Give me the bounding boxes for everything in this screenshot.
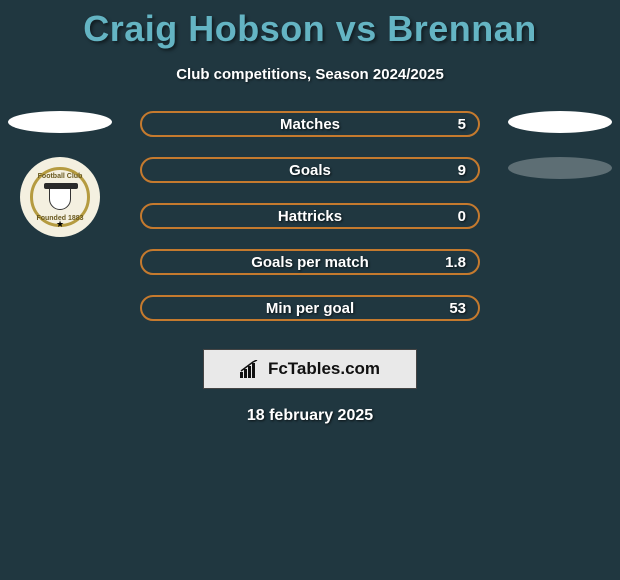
crest-top-text: Football Club (38, 173, 83, 180)
player-oval-right-1 (508, 111, 612, 133)
crest-ring: Football Club ★ Founded 1883 (30, 167, 90, 227)
stat-label: Goals (289, 162, 331, 179)
brand-text: FcTables.com (268, 359, 380, 379)
brand-badge: FcTables.com (203, 349, 417, 389)
stat-label: Hattricks (278, 208, 342, 225)
stat-value: 5 (458, 116, 466, 133)
right-column (500, 111, 620, 203)
stat-label: Matches (280, 116, 340, 133)
stat-bar: Goals per match 1.8 (140, 249, 480, 275)
stat-bar: Min per goal 53 (140, 295, 480, 321)
page-title: Craig Hobson vs Brennan (0, 0, 620, 50)
subtitle: Club competitions, Season 2024/2025 (0, 66, 620, 83)
club-crest-left: Football Club ★ Founded 1883 (20, 157, 100, 237)
stat-bar: Hattricks 0 (140, 203, 480, 229)
stat-label: Goals per match (251, 254, 369, 271)
content-row: Football Club ★ Founded 1883 Matches 5 G… (0, 111, 620, 321)
crest-shield-icon (49, 184, 71, 210)
player-oval-left (8, 111, 112, 133)
player-oval-right-2 (508, 157, 612, 179)
stat-bar: Matches 5 (140, 111, 480, 137)
date-text: 18 february 2025 (0, 407, 620, 425)
stat-value: 0 (458, 208, 466, 225)
stat-label: Min per goal (266, 300, 354, 317)
left-column: Football Club ★ Founded 1883 (0, 111, 120, 237)
stat-value: 9 (458, 162, 466, 179)
crest-bottom-text: Founded 1883 (36, 215, 83, 222)
stat-bars: Matches 5 Goals 9 Hattricks 0 Goals per … (140, 111, 480, 321)
stat-value: 1.8 (445, 254, 466, 271)
stat-bar: Goals 9 (140, 157, 480, 183)
bar-chart-icon (240, 360, 262, 378)
stat-value: 53 (449, 300, 466, 317)
